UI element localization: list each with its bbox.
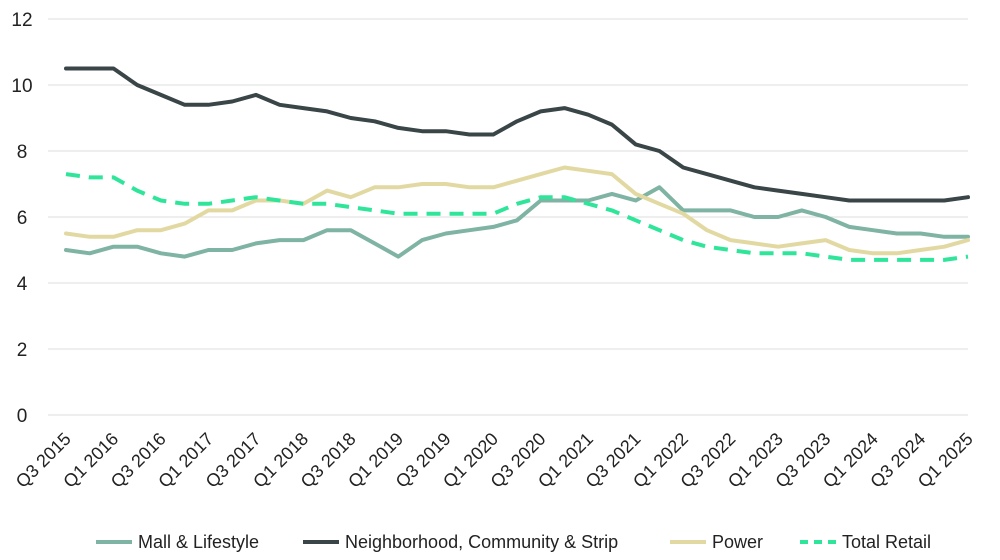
y-tick-label: 10 bbox=[11, 76, 32, 97]
legend-item-neighborhood: Neighborhood, Community & Strip bbox=[303, 532, 618, 553]
legend: Mall & Lifestyle Neighborhood, Community… bbox=[0, 528, 1000, 556]
legend-swatch-mall-lifestyle bbox=[96, 540, 132, 544]
legend-label: Total Retail bbox=[842, 531, 932, 552]
series-line-1 bbox=[64, 66, 970, 203]
legend-label: Mall & Lifestyle bbox=[138, 531, 260, 552]
y-axis: 0 2 4 6 8 10 12 bbox=[11, 10, 32, 427]
series-line-2 bbox=[64, 165, 970, 256]
legend-label: Neighborhood, Community & Strip bbox=[345, 531, 619, 552]
y-tick-label: 6 bbox=[17, 208, 28, 229]
gridlines bbox=[48, 18, 968, 416]
legend-swatch-total-retail bbox=[800, 540, 836, 544]
y-tick-label: 8 bbox=[17, 142, 28, 163]
legend-swatch-power bbox=[670, 540, 706, 544]
legend-swatch-neighborhood bbox=[303, 540, 339, 544]
series-lines bbox=[64, 66, 970, 262]
y-tick-label: 0 bbox=[17, 406, 28, 427]
y-tick-label: 12 bbox=[11, 10, 32, 31]
legend-item-mall-lifestyle: Mall & Lifestyle bbox=[96, 532, 259, 553]
series-line-0 bbox=[64, 185, 970, 259]
legend-item-total-retail: Total Retail bbox=[800, 532, 931, 553]
y-tick-label: 2 bbox=[17, 340, 28, 361]
legend-label: Power bbox=[712, 531, 764, 552]
legend-item-power: Power bbox=[670, 532, 763, 553]
y-tick-label: 4 bbox=[17, 274, 28, 295]
series-line-3 bbox=[65, 172, 969, 262]
